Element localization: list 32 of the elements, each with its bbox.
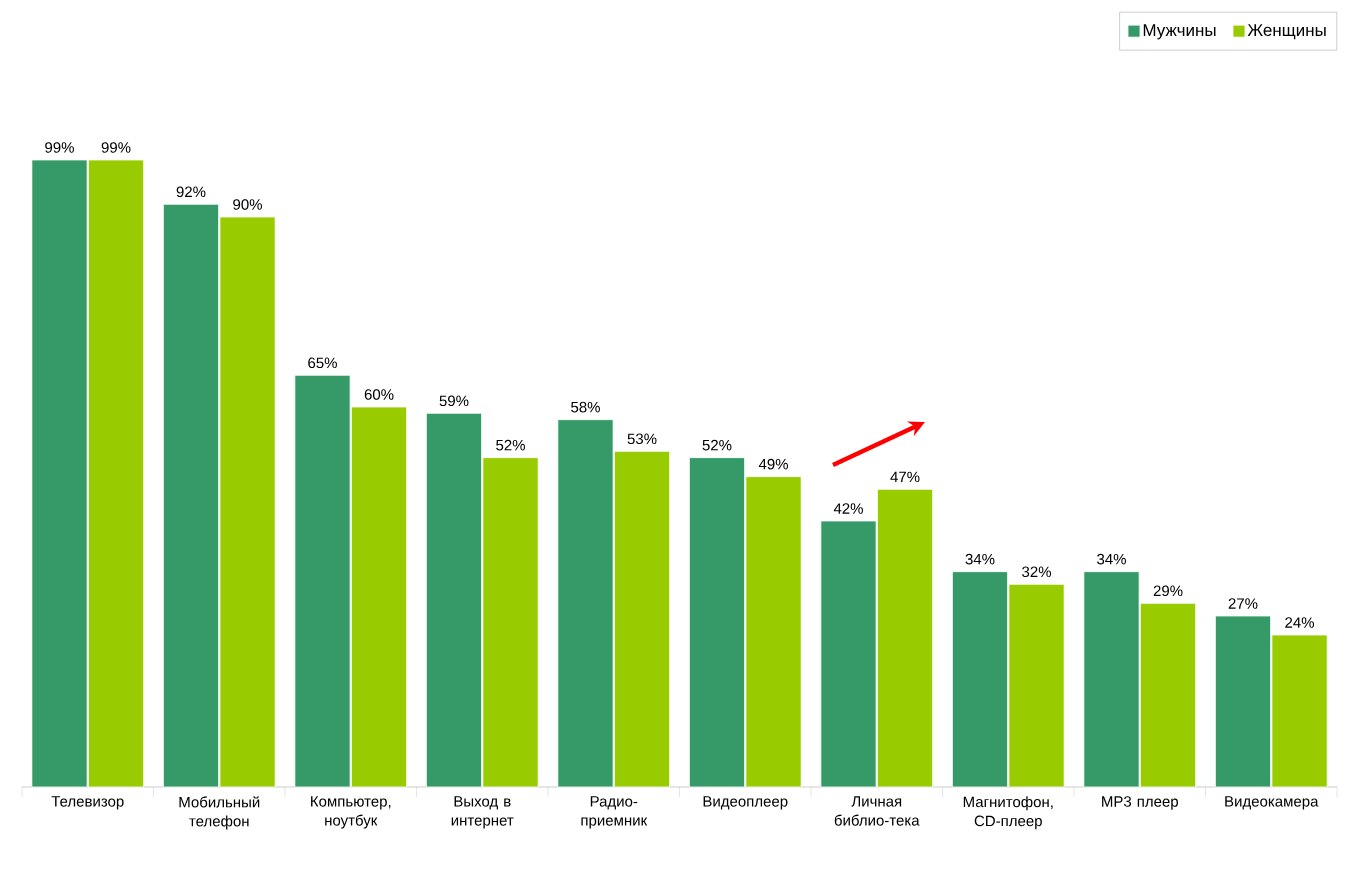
x-tick-label: Мобильный телефон (179, 796, 260, 830)
data-label: 60% (364, 389, 394, 400)
data-label: 92% (176, 186, 206, 198)
data-label: 52% (496, 439, 525, 451)
data-label: 34% (965, 553, 995, 565)
data-label: 49% (758, 458, 788, 470)
data-label: 42% (833, 503, 863, 514)
legend-label: Женщины (1247, 24, 1326, 40)
data-label: 53% (627, 433, 657, 445)
x-tick-label: Магнитофон, CD-плеер (963, 796, 1053, 830)
x-tick-label: Радио-приемник (581, 796, 648, 829)
data-label: 59% (439, 395, 469, 407)
data-label: 90% (233, 199, 262, 210)
data-label: 47% (890, 471, 920, 483)
data-label: 58% (571, 401, 600, 413)
x-tick-label: Видеоплеер (703, 796, 788, 810)
data-label: 24% (1285, 617, 1315, 628)
data-label: 27% (1228, 598, 1258, 609)
x-tick-label: Телевизор (51, 796, 124, 810)
x-tick-label: MP3 плеер (1102, 796, 1178, 810)
data-label: 29% (1153, 585, 1183, 597)
x-tick-label: Видеокамера (1225, 796, 1319, 810)
legend-label: Мужчины (1143, 24, 1216, 40)
data-label: 99% (45, 142, 74, 153)
x-tick-label: Компьютер, ноутбук (311, 796, 391, 829)
data-label: 52% (702, 439, 732, 451)
data-label: 65% (308, 357, 337, 369)
x-tick-label: Выход в интернет (451, 796, 514, 829)
data-label: 32% (1022, 566, 1052, 578)
data-label: 99% (101, 142, 131, 153)
x-tick-label: Личная библио-тека (834, 796, 920, 826)
data-label: 34% (1097, 553, 1126, 565)
